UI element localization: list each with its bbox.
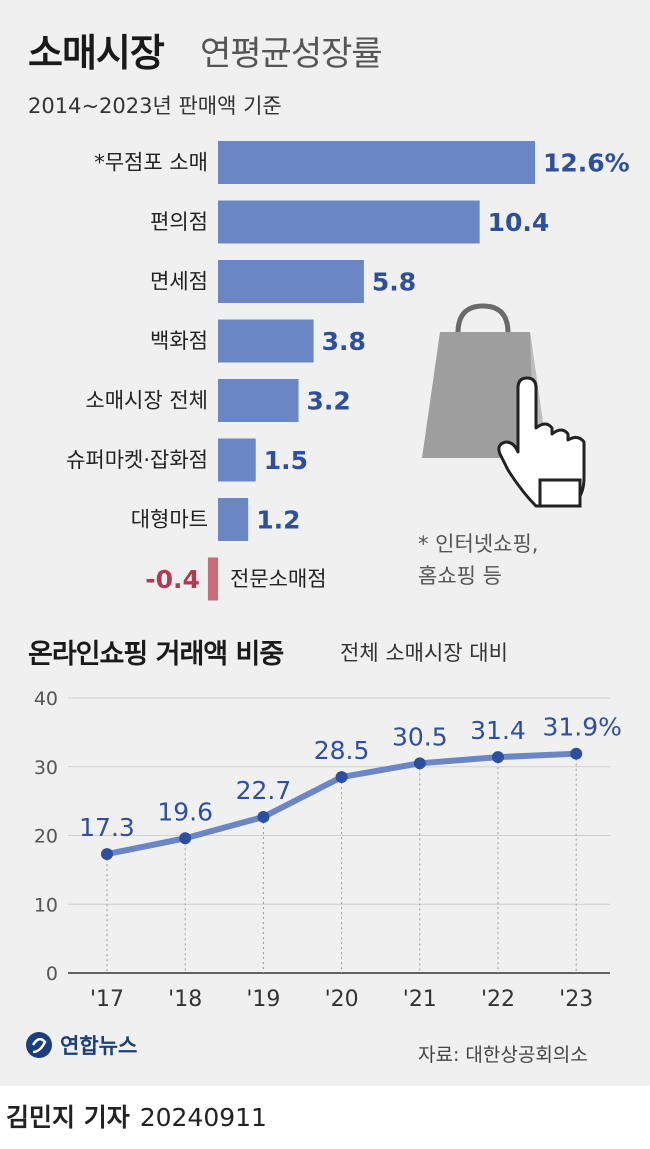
data-point xyxy=(570,747,583,760)
footnote-line-2: 홈쇼핑 등 xyxy=(418,564,502,588)
page-title: 소매시장 xyxy=(28,31,165,75)
data-point xyxy=(179,832,192,845)
value-label: 3.2 xyxy=(307,387,351,416)
yonhap-logo: 연합뉴스 xyxy=(24,1030,137,1060)
y-tick-label: 30 xyxy=(34,757,58,779)
category-label: 편의점 xyxy=(150,210,208,234)
yonhap-logo-icon xyxy=(26,1032,52,1058)
data-point xyxy=(101,848,113,861)
value-label: 3.8 xyxy=(322,327,366,356)
data-label: 19.6 xyxy=(157,797,213,826)
value-label: 1.5 xyxy=(264,446,308,475)
category-label: 면세점 xyxy=(150,270,208,294)
x-tick-label: '17 xyxy=(90,987,124,1012)
chart-subtitle: 2014~2023년 판매액 기준 xyxy=(28,94,282,118)
x-tick-label: '23 xyxy=(559,987,593,1012)
bar xyxy=(218,260,364,303)
category-label: 소매시장 전체 xyxy=(85,389,208,413)
y-tick-label: 0 xyxy=(46,963,58,985)
line-layer: 0 10 20 30 40 '17 '18 '19 '20 '21 '22 '23 17.3 19.6 22… xyxy=(34,688,622,1012)
data-label: 28.5 xyxy=(314,736,370,765)
online-share-line-chart: 0 10 20 30 40 '17 '18 '19 '20 '21 '22 '23 17.3 19.6 22… xyxy=(34,688,622,1012)
byline-name: 김민지 기자 xyxy=(6,1103,130,1132)
data-point xyxy=(257,810,270,823)
byline: 김민지 기자 20240911 xyxy=(6,1098,267,1134)
shopping-bag-hand-cursor-icon xyxy=(422,303,586,508)
category-label: 대형마트 xyxy=(131,508,208,532)
page-title-sub: 연평균성장률 xyxy=(200,34,383,74)
bar xyxy=(218,319,314,363)
growth-rate-bar-chart: *무점포 소매 12.6% 편의점 10.4 면세점 5.8 백화점 3.8 소매시장 전체 3.… xyxy=(66,141,630,601)
category-label: 백화점 xyxy=(150,329,208,353)
source-note: 자료: 대한상공회의소 xyxy=(418,1044,588,1066)
byline-date: 20240911 xyxy=(139,1103,267,1132)
data-point xyxy=(335,771,348,784)
logo-text: 연합뉴스 xyxy=(60,1034,138,1058)
data-point xyxy=(492,751,504,764)
category-label: *무점포 소매 xyxy=(94,151,208,175)
y-tick-label: 40 xyxy=(34,688,58,710)
x-tick-label: '20 xyxy=(325,987,359,1012)
section-subtitle: 전체 소매시장 대비 xyxy=(340,641,508,665)
value-label: 10.4 xyxy=(488,208,550,237)
value-label: 12.6% xyxy=(543,149,630,178)
bar xyxy=(218,498,249,541)
category-label: 전문소매점 xyxy=(230,567,327,591)
data-label: 17.3 xyxy=(79,813,135,842)
x-tick-label: '19 xyxy=(246,987,280,1012)
bar xyxy=(207,557,218,601)
data-label: 31.4 xyxy=(470,716,526,745)
x-tick-label: '18 xyxy=(168,987,202,1012)
bar xyxy=(218,438,256,482)
bar xyxy=(218,141,535,184)
section-title: 온라인쇼핑 거래액 비중 xyxy=(28,639,284,670)
value-label: 5.8 xyxy=(372,268,416,297)
bar xyxy=(218,379,299,422)
infographic-card: 소매시장 연평균성장률 2014~2023년 판매액 기준 *무점포 소매 12.… xyxy=(0,0,650,1086)
footnote: * 인터넷쇼핑, 홈쇼핑 등 xyxy=(418,528,538,592)
y-tick-label: 20 xyxy=(34,826,58,848)
bar xyxy=(218,200,480,244)
y-tick-label: 10 xyxy=(34,894,58,916)
data-label: 22.7 xyxy=(236,776,292,805)
data-label: 31.9% xyxy=(542,713,621,742)
category-label: 슈퍼마켓·잡화점 xyxy=(66,448,208,472)
bar-layer: *무점포 소매 12.6% 편의점 10.4 면세점 5.8 백화점 3.8 소매시장 전체 3.… xyxy=(66,141,630,601)
x-tick-label: '22 xyxy=(481,987,515,1012)
data-label: 30.5 xyxy=(392,722,448,751)
data-point xyxy=(413,757,426,770)
value-label: -0.4 xyxy=(145,565,200,594)
x-tick-label: '21 xyxy=(403,987,437,1012)
value-label: 1.2 xyxy=(256,506,300,535)
footnote-line-1: * 인터넷쇼핑, xyxy=(418,532,539,556)
